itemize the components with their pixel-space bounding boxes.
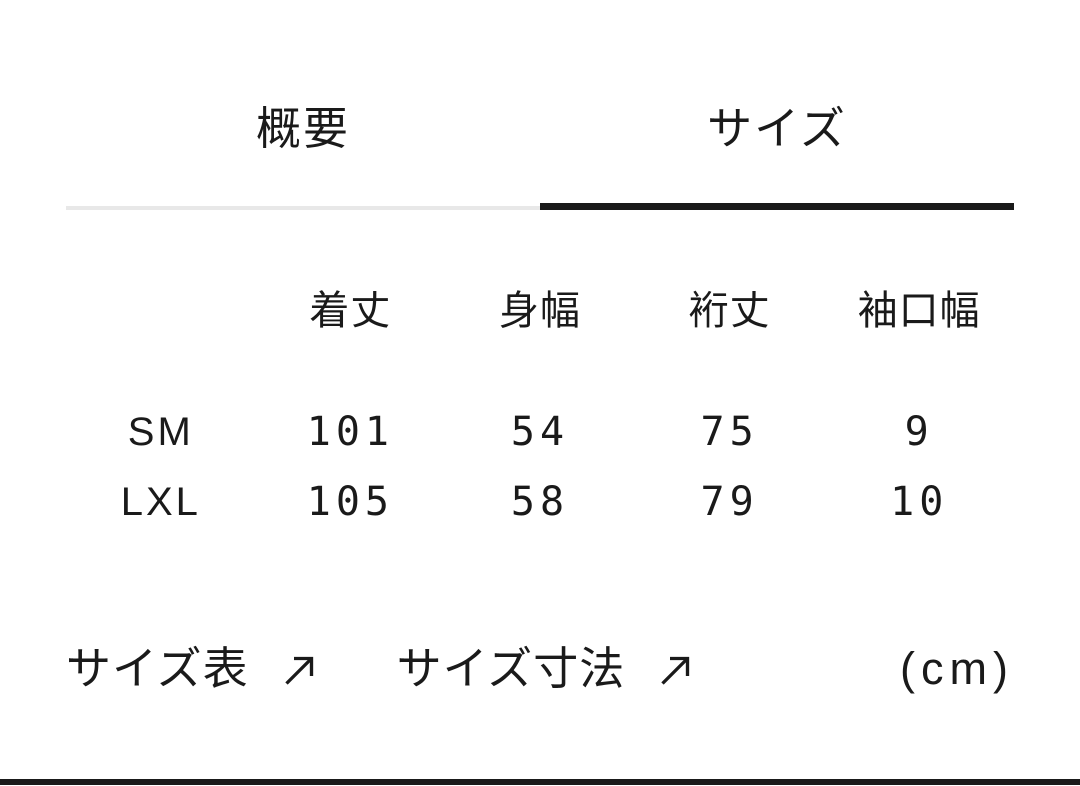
tab-size[interactable]: サイズ — [540, 106, 1014, 210]
unit-label: (cm) — [900, 643, 1014, 694]
column-header-body-width: 身幅 — [498, 289, 581, 333]
tab-overview-label: 概要 — [255, 103, 350, 154]
sm-sleeve-length: 75 — [700, 409, 759, 455]
tab-overview[interactable]: 概要 — [66, 106, 540, 210]
sm-cuff-width: 9 — [904, 409, 934, 455]
size-chart-link[interactable]: サイズ表 — [66, 646, 319, 691]
table-row-lxl: LXL 105 58 79 10 — [66, 482, 1014, 522]
links-row: サイズ表 サイズ寸法 (cm) — [66, 646, 1014, 691]
lxl-cuff-width: 10 — [890, 479, 949, 525]
size-table: 着丈 身幅 裄丈 袖口幅 SM 101 54 75 9 LXL 105 58 7… — [66, 291, 1014, 522]
column-header-body-length: 着丈 — [309, 289, 392, 333]
size-dimensions-link-label: サイズ寸法 — [396, 643, 626, 694]
lxl-body-width: 58 — [510, 479, 570, 525]
size-table-header-row: 着丈 身幅 裄丈 袖口幅 — [66, 291, 1014, 331]
tab-size-label: サイズ — [707, 103, 847, 154]
table-row-sm: SM 101 54 75 9 — [66, 412, 1014, 452]
row-label-sm: SM — [127, 410, 194, 454]
bottom-divider — [0, 779, 1080, 785]
lxl-body-length: 105 — [306, 479, 395, 525]
size-dimensions-link[interactable]: サイズ寸法 — [397, 646, 696, 691]
sm-body-length: 101 — [306, 409, 395, 455]
arrow-up-right-icon — [279, 651, 319, 691]
size-chart-link-label: サイズ表 — [66, 643, 249, 694]
lxl-sleeve-length: 79 — [700, 479, 759, 525]
column-header-cuff-width: 袖口幅 — [857, 289, 981, 333]
tab-bar: 概要 サイズ — [66, 0, 1014, 210]
column-header-sleeve-length: 裄丈 — [688, 289, 771, 333]
sm-body-width: 54 — [510, 409, 570, 455]
row-label-lxl: LXL — [120, 480, 201, 524]
size-table-corner-cell — [66, 291, 256, 331]
arrow-up-right-icon — [655, 651, 695, 691]
